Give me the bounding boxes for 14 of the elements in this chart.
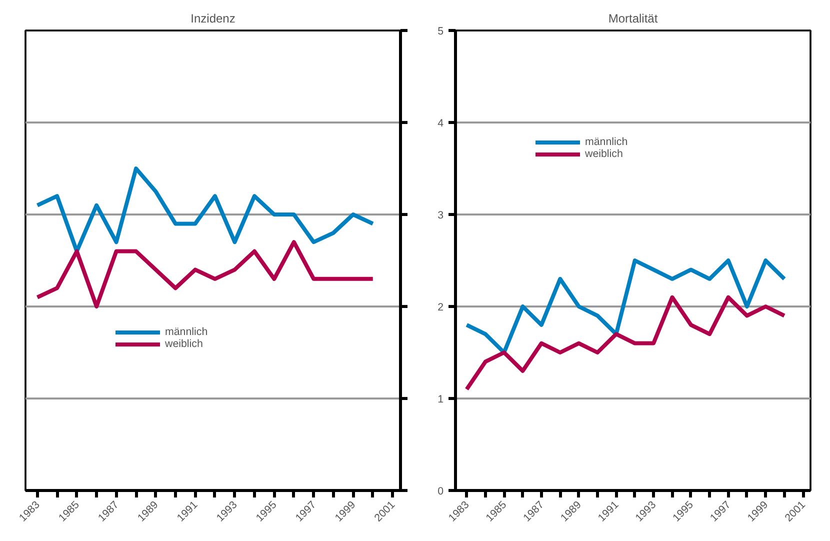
y-tick-label: 4 [438, 118, 444, 130]
y-tick-label: 5 [438, 26, 444, 38]
line-series [464, 295, 786, 392]
y-tick-label: 1 [438, 394, 444, 406]
line-series [464, 258, 786, 354]
legend-label: weiblich [585, 148, 623, 160]
chart-title: Inzidenz [190, 12, 236, 26]
y-tick-label: 2 [438, 302, 444, 314]
legend-label: männlich [585, 136, 628, 148]
y-tick-label: 0 [438, 486, 444, 498]
chart-title: Mortalität [608, 12, 658, 26]
y-tick-label: 3 [438, 210, 444, 222]
legend-label: weiblich [165, 338, 203, 350]
legend-label: männlich [165, 326, 208, 338]
